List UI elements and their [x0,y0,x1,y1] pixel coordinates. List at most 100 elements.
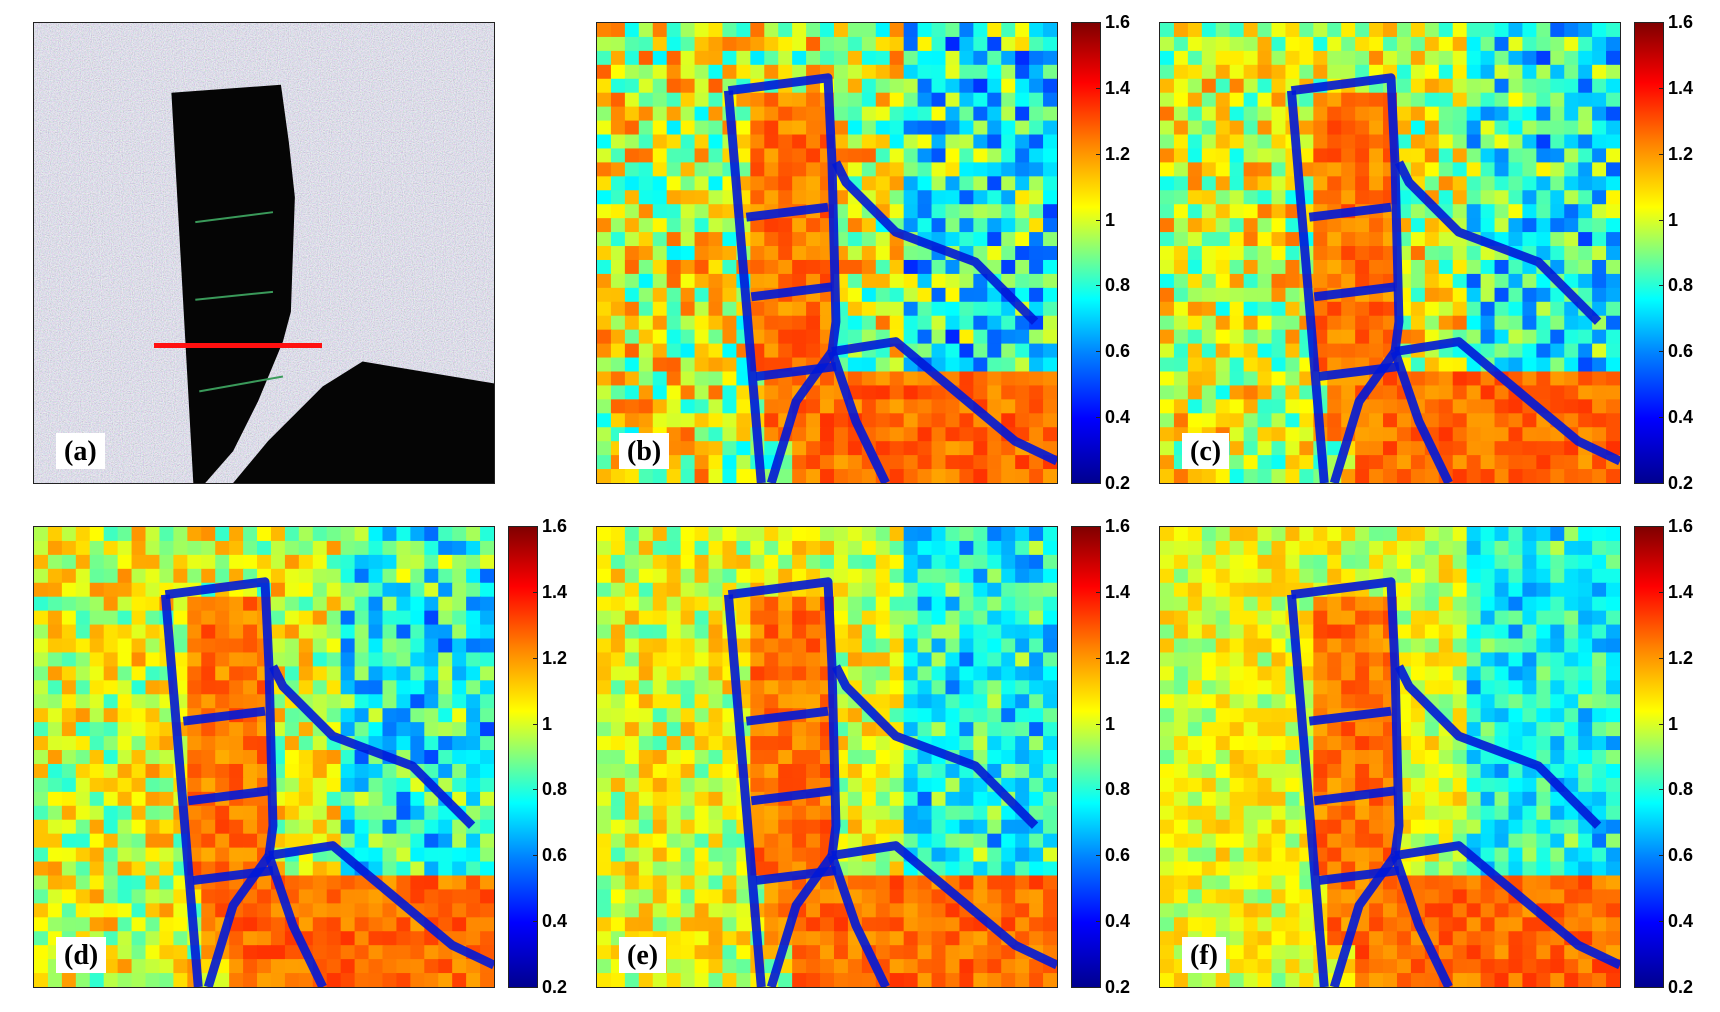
heatmap-cell [1536,722,1552,738]
heatmap-cell [47,833,63,849]
heatmap-cell [764,527,780,542]
heatmap-cell [452,596,468,612]
heatmap-cell [1410,301,1426,317]
heatmap-cell [61,680,77,696]
heatmap-cell [792,540,808,556]
heatmap-cell [1564,680,1580,696]
heatmap-cell [1160,315,1175,331]
heatmap-cell [145,596,161,612]
heatmap-cell [103,777,119,793]
heatmap-cell [452,568,468,584]
heatmap-cell [187,540,203,556]
heatmap-cell [903,64,919,80]
heatmap-cell [117,875,133,891]
heatmap-cell [1452,540,1468,556]
heatmap-cell [298,805,314,821]
heatmap-cell [326,527,342,542]
heatmap-cell [847,652,863,668]
heatmap-cell [1355,427,1371,443]
heatmap-cell [1396,638,1412,654]
heatmap-cell [638,148,654,164]
heatmap-cell [736,399,752,415]
heatmap-cell [792,92,808,108]
heatmap-cell [680,469,696,483]
heatmap-cell [1438,582,1454,598]
heatmap-cell [1201,176,1217,192]
heatmap-cell [1215,568,1231,584]
heatmap-cell [229,819,245,835]
heatmap-cell [1355,120,1371,136]
heatmap-cell [973,469,989,483]
heatmap-cell [1229,120,1245,136]
heatmap-cell [1438,176,1454,192]
heatmap-cell [987,680,1003,696]
heatmap-cell [917,92,933,108]
heatmap-cell [229,931,245,947]
heatmap-cell [1494,582,1510,598]
heatmap-cell [1257,763,1273,779]
heatmap-cell [1522,190,1538,206]
heatmap-cell [1480,246,1496,261]
heatmap-cell [1508,162,1524,178]
heatmap-cell [1578,568,1594,584]
heatmap-cell [652,540,668,556]
heatmap-cell [917,134,933,150]
heatmap-cell [1043,722,1057,738]
heatmap-cell [1285,329,1301,345]
heatmap-cell [1001,36,1017,52]
heatmap-cell [1201,36,1217,52]
heatmap-cell [875,106,891,122]
heatmap-cell [597,399,612,415]
heatmap-cell [1564,652,1580,668]
heatmap-cell [1243,736,1259,752]
heatmap-cell [438,750,454,765]
heatmap-cell [778,92,794,108]
heatmap-cell [1043,931,1057,947]
heatmap-cell [1536,23,1552,38]
heatmap-cell [1383,385,1398,401]
heatmap-cell [875,357,891,373]
heatmap-cell [666,357,682,373]
heatmap-cell [103,959,119,975]
heatmap-cell [1452,301,1468,317]
heatmap-cell [1494,218,1510,234]
heatmap-cell [624,847,640,863]
heatmap-cell [1201,329,1217,345]
heatmap-cell [778,315,794,331]
heatmap-cell [792,763,808,779]
heatmap-cell [610,568,626,584]
heatmap-cell [1522,413,1538,429]
heatmap-cell [466,973,482,987]
heatmap-cell [34,638,49,654]
heatmap-cell [145,861,161,877]
heatmap-cell [764,638,780,654]
heatmap-cell [875,259,891,275]
heatmap-cell [284,666,300,682]
heatmap-cell [368,917,384,933]
heatmap-cell [1494,568,1510,584]
heatmap-cell [396,540,412,556]
heatmap-cell [1606,694,1620,710]
heatmap-cell [666,23,682,38]
heatmap-cell [34,791,49,807]
heatmap-cell [889,190,905,206]
heatmap-cell [1355,763,1371,779]
heatmap-cell [973,315,989,331]
heatmap-cell [973,371,989,387]
heatmap-cell [201,847,217,863]
heatmap-cell [368,889,384,905]
heatmap-cell [708,232,724,248]
heatmap-cell [1029,148,1045,164]
heatmap-cell [1299,427,1315,443]
heatmap-cell [145,624,161,640]
heatmap-cell [597,315,612,331]
heatmap-cell [1424,315,1440,331]
heatmap-cell [875,232,891,248]
heatmap-cell [624,190,640,206]
heatmap-cell [1355,666,1371,682]
heatmap-cell [368,694,384,710]
heatmap-cell [666,819,682,835]
heatmap-cell [1043,218,1057,234]
heatmap-cell [159,847,175,863]
heatmap-cell [931,847,947,863]
